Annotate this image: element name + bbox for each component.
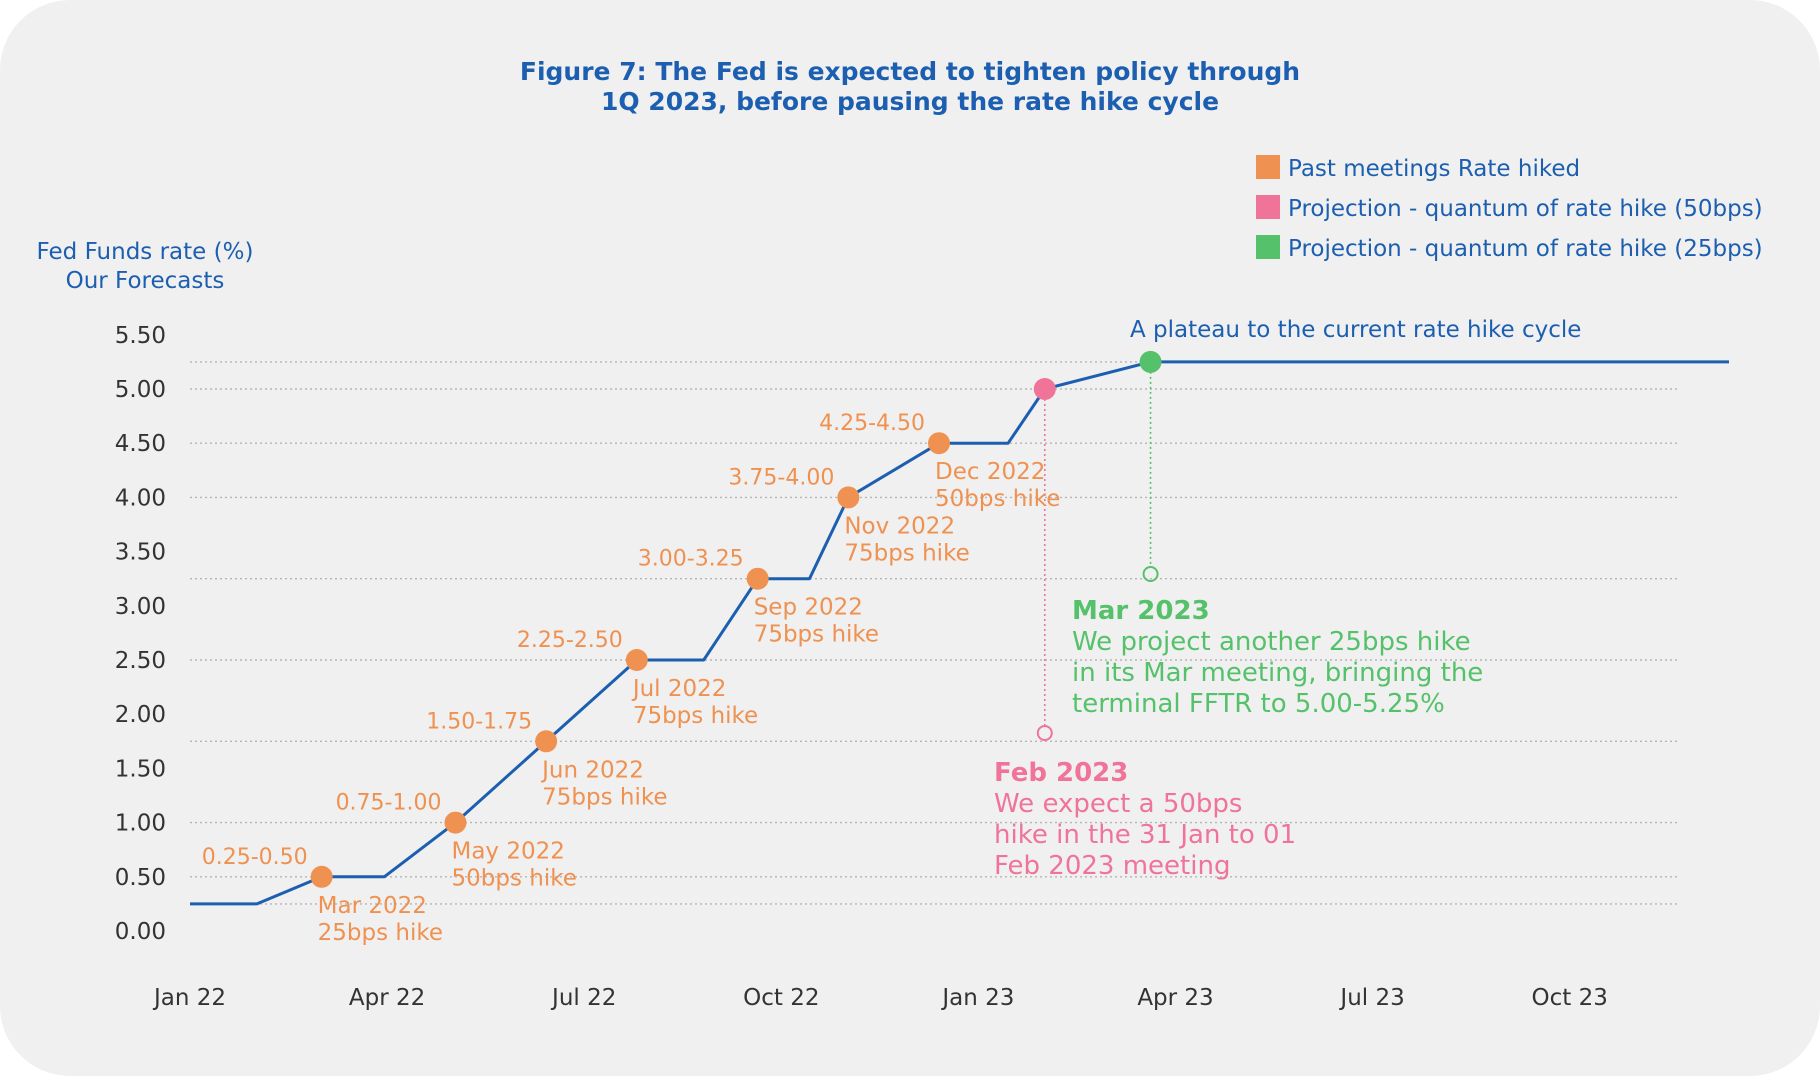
meeting-date-label: Dec 2022: [935, 459, 1045, 485]
x-tick-label: Jul 23: [1338, 985, 1404, 1011]
y-tick-label: 1.00: [115, 811, 166, 837]
y-axis-ticks: 0.00 0.50 1.00 1.50 2.00 2.50 3.00 3.50 4.00 4.50…: [115, 323, 166, 945]
annotation-line: in its Mar meeting, bringing the: [1072, 658, 1483, 688]
legend-label: Past meetings Rate hiked: [1288, 156, 1580, 182]
meeting-date-label: Nov 2022: [844, 513, 955, 539]
y-tick-label: 0.00: [115, 919, 166, 945]
x-tick-label: Jan 23: [940, 985, 1014, 1011]
rate-range-label: 3.00-3.25: [638, 547, 744, 572]
annotation-line: hike in the 31 Jan to 01: [994, 820, 1296, 850]
annotation-line: We expect a 50bps: [994, 789, 1242, 819]
x-tick-label: Oct 22: [743, 985, 819, 1011]
y-tick-label: 0.50: [115, 865, 166, 891]
annotation-leaders: [1036, 361, 1159, 741]
past-meeting-marker: [444, 811, 467, 834]
x-tick-label: Oct 23: [1532, 985, 1608, 1011]
hike-size-label: 50bps hike: [935, 486, 1060, 512]
hike-size-label: 75bps hike: [754, 622, 879, 648]
y-tick-label: 4.50: [115, 431, 166, 457]
y-axis-title-line-2: Our Forecasts: [66, 268, 225, 294]
y-tick-label: 5.00: [115, 377, 166, 403]
chart-title-line-1: Figure 7: The Fed is expected to tighten…: [520, 57, 1300, 86]
hike-size-label: 25bps hike: [318, 920, 443, 946]
legend-label: Projection - quantum of rate hike (50bps…: [1288, 196, 1763, 222]
meeting-date-label: Jun 2022: [540, 757, 644, 783]
legend-swatch: [1256, 235, 1280, 259]
x-tick-label: Apr 23: [1137, 985, 1213, 1011]
leader-end-circle: [1036, 725, 1053, 741]
x-tick-label: Apr 22: [349, 985, 425, 1011]
series-line: [190, 360, 1729, 906]
x-tick-label: Jul 22: [550, 985, 616, 1011]
rate-range-label: 1.50-1.75: [426, 709, 532, 734]
meeting-date-label: Sep 2022: [754, 595, 863, 621]
x-tick-label: Jan 22: [152, 985, 226, 1011]
projection-marker: [1139, 350, 1162, 373]
y-tick-label: 1.50: [115, 756, 166, 782]
hike-size-label: 50bps hike: [451, 866, 576, 892]
chart-title: Figure 7: The Fed is expected to tighten…: [520, 57, 1300, 116]
legend-swatch: [1256, 155, 1280, 179]
meeting-date-label: Jul 2022: [631, 676, 727, 702]
legend-swatch: [1256, 195, 1280, 219]
annotation-heading: Feb 2023: [994, 758, 1128, 788]
y-tick-label: 2.50: [115, 648, 166, 674]
y-tick-label: 3.00: [115, 594, 166, 620]
meeting-date-label: Mar 2022: [318, 893, 427, 919]
x-axis-ticks: Jan 22 Apr 22 Jul 22 Oct 22 Jan 23 Apr 23 Jul …: [152, 985, 1608, 1011]
past-meeting-marker: [928, 432, 951, 455]
hike-size-label: 75bps hike: [844, 540, 969, 566]
past-meeting-marker: [746, 567, 769, 590]
annotation-heading: Mar 2023: [1072, 596, 1210, 626]
rate-range-label: 4.25-4.50: [819, 411, 925, 436]
past-meeting-marker: [310, 865, 333, 888]
past-meeting-marker: [837, 486, 860, 509]
gridlines: [190, 361, 1680, 905]
past-meeting-marker: [535, 730, 558, 753]
rate-line: [190, 360, 1729, 906]
rate-range-label: 3.75-4.00: [728, 465, 834, 490]
annotation-line: We project another 25bps hike: [1072, 627, 1471, 657]
rate-range-label: 2.25-2.50: [517, 628, 623, 653]
y-axis-title: Fed Funds rate (%) Our Forecasts: [37, 239, 254, 294]
hike-size-label: 75bps hike: [542, 784, 667, 810]
meeting-date-label: May 2022: [451, 839, 564, 865]
plateau-label: A plateau to the current rate hike cycle: [1130, 317, 1581, 343]
leader-end-circle: [1142, 566, 1159, 582]
y-tick-label: 2.00: [115, 702, 166, 728]
meeting-markers: [310, 350, 1162, 888]
annotation-line: terminal FFTR to 5.00-5.25%: [1072, 689, 1445, 719]
legend-label: Projection - quantum of rate hike (25bps…: [1288, 236, 1763, 262]
annotation-line: Feb 2023 meeting: [994, 851, 1230, 881]
y-tick-label: 4.00: [115, 485, 166, 511]
past-meeting-marker: [625, 649, 648, 671]
rate-range-label: 0.75-1.00: [336, 791, 442, 816]
y-tick-label: 3.50: [115, 540, 166, 566]
chart-title-line-2: 1Q 2023, before pausing the rate hike cy…: [601, 87, 1219, 116]
y-axis-title-line-1: Fed Funds rate (%): [37, 239, 254, 265]
hike-size-label: 75bps hike: [633, 703, 758, 729]
rate-range-label: 0.25-0.50: [202, 845, 308, 870]
legend: Past meetings Rate hiked Projection - qua…: [1256, 155, 1763, 262]
y-tick-label: 5.50: [115, 323, 166, 349]
projection-marker: [1033, 378, 1056, 400]
